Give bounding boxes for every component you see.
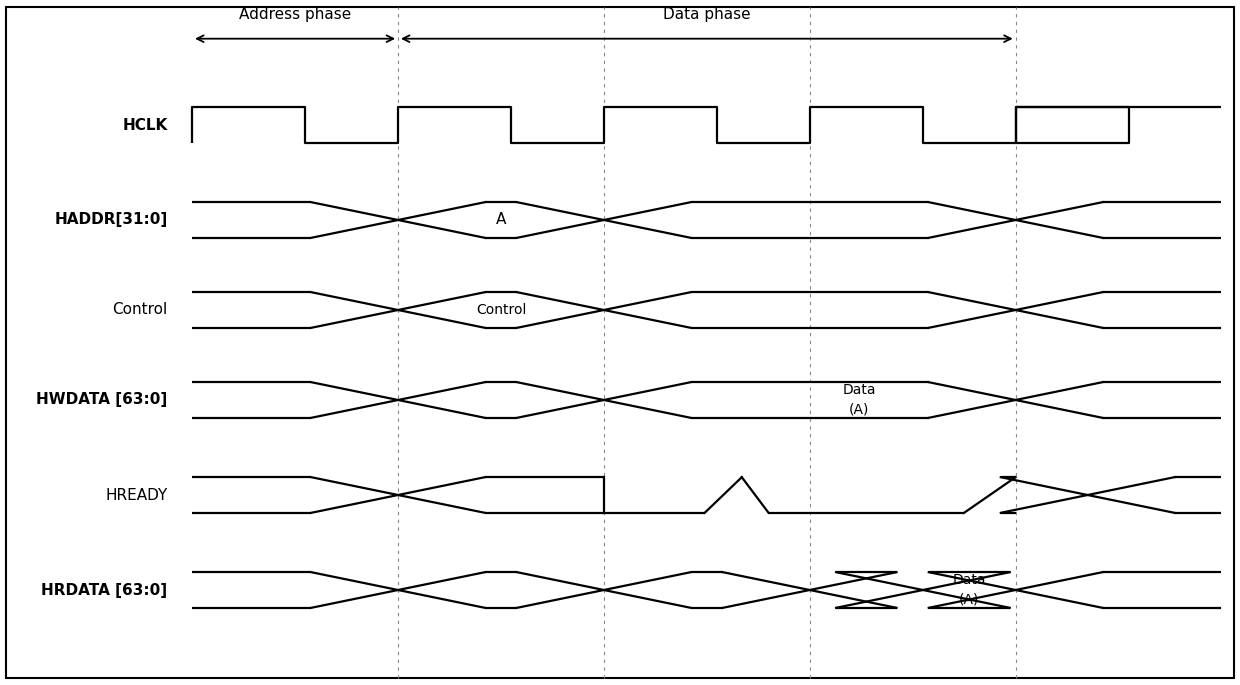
Text: HWDATA [63:0]: HWDATA [63:0] [36, 393, 167, 408]
Text: (A): (A) [849, 403, 869, 416]
Text: HCLK: HCLK [123, 118, 167, 132]
Text: Data: Data [842, 384, 877, 397]
Text: A: A [496, 212, 506, 227]
Text: HADDR[31:0]: HADDR[31:0] [55, 212, 167, 227]
Text: Control: Control [112, 303, 167, 318]
Text: Data: Data [952, 573, 986, 588]
Text: HRDATA [63:0]: HRDATA [63:0] [41, 582, 167, 597]
Text: (A): (A) [959, 593, 980, 607]
Text: HREADY: HREADY [105, 488, 167, 503]
Text: Data phase: Data phase [663, 7, 750, 21]
Text: Address phase: Address phase [239, 7, 351, 21]
Text: Control: Control [476, 303, 526, 317]
